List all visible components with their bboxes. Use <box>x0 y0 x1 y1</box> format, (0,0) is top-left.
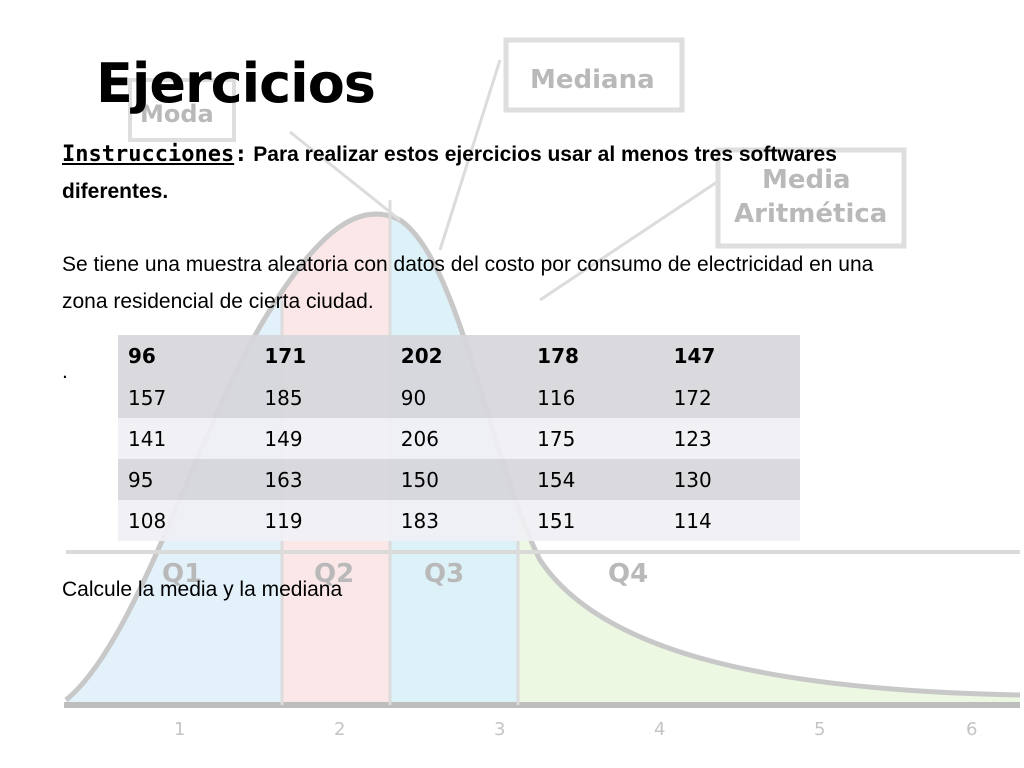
table-row: 108 119 183 151 114 <box>118 500 800 541</box>
mediana-box <box>503 37 685 113</box>
mediana-label: Mediana <box>530 65 655 95</box>
table-cell: 202 <box>400 344 443 368</box>
table-cell: 183 <box>400 508 439 533</box>
q3-label: Q3 <box>424 559 464 589</box>
table-cell: 147 <box>673 344 716 368</box>
table-cell: 172 <box>673 385 712 410</box>
table-cell: 157 <box>128 385 167 410</box>
media-box <box>715 147 907 249</box>
q2-region <box>282 214 390 705</box>
instructions-colon: : <box>234 142 248 167</box>
table-row: 141 149 206 175 123 <box>118 418 800 459</box>
table-cell: 154 <box>537 467 576 492</box>
instructions: Instrucciones: Para realizar estos ejerc… <box>62 136 922 210</box>
question-text: Calcule la media y la mediana <box>62 578 343 601</box>
problem-paragraph: Se tiene una muestra aleatoria con datos… <box>62 253 874 313</box>
table-cell: 175 <box>537 426 576 451</box>
table-cell: 90 <box>400 385 427 410</box>
table-cell: 163 <box>264 467 303 492</box>
table-row: 96 171 202 178 147 <box>118 335 800 377</box>
table-cell: 95 <box>128 467 154 492</box>
q1-label: Q1 <box>162 559 202 589</box>
media-label-line1: Media <box>762 165 851 195</box>
axis-tick-3: 3 <box>494 719 505 740</box>
instructions-text: Para realizar estos ejercicios usar al m… <box>62 143 837 203</box>
moda-label: Moda <box>140 100 214 128</box>
axis-tick-6: 6 <box>966 719 977 740</box>
media-label-line2: Aritmética <box>734 199 887 229</box>
table-cell: 141 <box>128 426 167 451</box>
table-cell: 149 <box>264 426 303 451</box>
table-cell: 116 <box>537 385 576 410</box>
moda-box <box>128 78 236 142</box>
bullet-dot: . <box>62 360 68 383</box>
distribution-curve <box>64 211 1021 702</box>
table-row: 157 185 90 116 172 <box>118 377 800 418</box>
table-cell: 151 <box>537 508 576 533</box>
axis-tick-2: 2 <box>334 719 345 740</box>
q4-label: Q4 <box>608 559 648 589</box>
table-cell: 108 <box>128 508 167 533</box>
slide-title: Ejercicios <box>96 52 376 115</box>
axis-tick-5: 5 <box>814 719 825 740</box>
q2-label: Q2 <box>314 559 354 589</box>
instructions-label: Instrucciones <box>62 142 235 167</box>
table-cell: 96 <box>128 344 156 368</box>
table-cell: 185 <box>264 385 303 410</box>
table-cell: 150 <box>400 467 439 492</box>
table-cell: 178 <box>537 344 579 368</box>
axis-tick-4: 4 <box>654 719 665 740</box>
table-cell: 119 <box>264 508 303 533</box>
table-cell: 206 <box>400 426 439 451</box>
table-row: 95 163 150 154 130 <box>118 459 800 500</box>
table-cell: 130 <box>673 467 712 492</box>
data-table: 96 171 202 178 147 157 185 90 116 172 14… <box>118 335 800 541</box>
table-cell: 114 <box>673 508 712 533</box>
axis-tick-1: 1 <box>174 719 185 740</box>
table-cell: 123 <box>673 426 712 451</box>
table-cell: 171 <box>264 344 307 368</box>
